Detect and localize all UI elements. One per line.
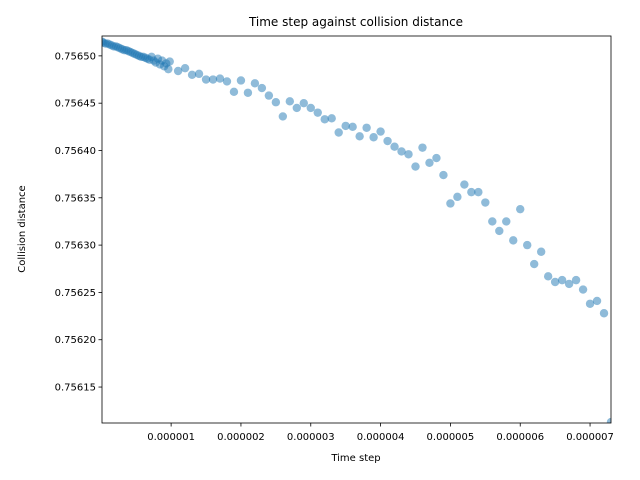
y-tick-label: 0.75630 (55, 241, 96, 252)
data-point (460, 180, 469, 189)
data-point (523, 240, 532, 250)
data-point (306, 103, 315, 113)
x-tick-label: 0.000005 (427, 432, 475, 443)
data-point (509, 236, 518, 245)
data-point (201, 75, 211, 84)
x-tick-label: 0.000007 (566, 432, 614, 443)
data-point (215, 74, 225, 83)
data-point (257, 83, 267, 93)
data-point (390, 142, 399, 151)
data-point (592, 296, 602, 306)
data-point (606, 417, 611, 423)
data-point (446, 199, 455, 208)
x-axis-label: Time step (330, 453, 380, 464)
data-point (550, 277, 560, 287)
data-point (467, 187, 476, 197)
y-axis-label: Collision distance (17, 185, 28, 272)
data-point (278, 112, 288, 121)
y-tick-label: 0.75620 (55, 335, 96, 346)
data-point (320, 115, 329, 124)
data-point (229, 87, 239, 97)
plot-frame (101, 35, 612, 424)
data-point (313, 108, 322, 117)
data-point (397, 147, 406, 156)
data-points (102, 37, 611, 423)
data-point (348, 122, 357, 132)
data-point (425, 158, 434, 167)
data-point (164, 64, 173, 74)
data-point (194, 69, 204, 79)
data-point (369, 133, 378, 142)
data-point (536, 247, 546, 256)
data-point (222, 77, 232, 86)
y-tick-label: 0.75625 (55, 288, 96, 299)
x-tick-label: 0.000001 (147, 432, 195, 443)
data-point (376, 127, 385, 136)
data-point (165, 57, 174, 66)
data-point (271, 98, 281, 107)
data-point (516, 204, 525, 214)
data-point (327, 114, 336, 123)
data-point (355, 132, 364, 141)
data-point (432, 153, 441, 163)
data-point (299, 98, 308, 108)
y-tick-label: 0.75645 (55, 99, 96, 110)
data-point (243, 88, 253, 97)
data-point (599, 309, 609, 318)
data-point (208, 75, 218, 84)
x-tick-label: 0.000006 (496, 432, 544, 443)
data-point (180, 63, 190, 73)
data-point (495, 226, 504, 236)
data-point (187, 70, 197, 79)
data-point (557, 275, 567, 285)
data-point (236, 76, 246, 85)
data-point (578, 285, 588, 294)
data-point (362, 123, 371, 132)
y-tick-label: 0.75635 (55, 193, 96, 204)
x-axis: 0.000001 0.000002 0.000003 0.000004 0.000005… (147, 423, 614, 443)
data-point (285, 97, 295, 106)
data-point (543, 272, 553, 281)
y-tick-label: 0.75650 (55, 51, 96, 62)
y-axis: 0.75615 0.75620 0.75625 0.75630 0.75635 0.756… (55, 51, 102, 394)
data-point (418, 143, 427, 152)
data-point (292, 103, 301, 113)
data-point (334, 128, 343, 137)
data-point (502, 217, 511, 226)
data-point (404, 150, 413, 159)
data-point (474, 187, 483, 197)
data-point (173, 66, 183, 76)
data-point (571, 275, 581, 285)
y-tick-label: 0.75615 (55, 383, 96, 394)
data-point (383, 136, 392, 146)
data-point (453, 192, 462, 202)
data-point (481, 198, 490, 207)
data-point (439, 170, 448, 180)
x-tick-label: 0.000002 (217, 432, 265, 443)
data-point (250, 79, 260, 88)
x-tick-label: 0.000003 (287, 432, 335, 443)
data-point (488, 217, 497, 226)
y-tick-label: 0.75640 (55, 146, 96, 157)
data-point (530, 259, 539, 269)
data-point (564, 279, 574, 289)
data-point (341, 121, 350, 131)
data-point (411, 162, 420, 171)
chart-title: Time step against collision distance (248, 15, 463, 29)
data-point (585, 299, 595, 308)
data-point (264, 91, 274, 100)
x-tick-label: 0.000004 (357, 432, 405, 443)
